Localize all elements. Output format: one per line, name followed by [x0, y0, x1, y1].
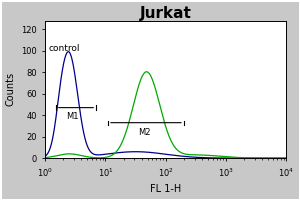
Text: M2: M2 [138, 128, 151, 137]
Text: control: control [49, 44, 80, 53]
Title: Jurkat: Jurkat [140, 6, 192, 21]
X-axis label: FL 1-H: FL 1-H [150, 184, 182, 194]
Text: M1: M1 [66, 112, 78, 121]
Y-axis label: Counts: Counts [6, 72, 16, 106]
